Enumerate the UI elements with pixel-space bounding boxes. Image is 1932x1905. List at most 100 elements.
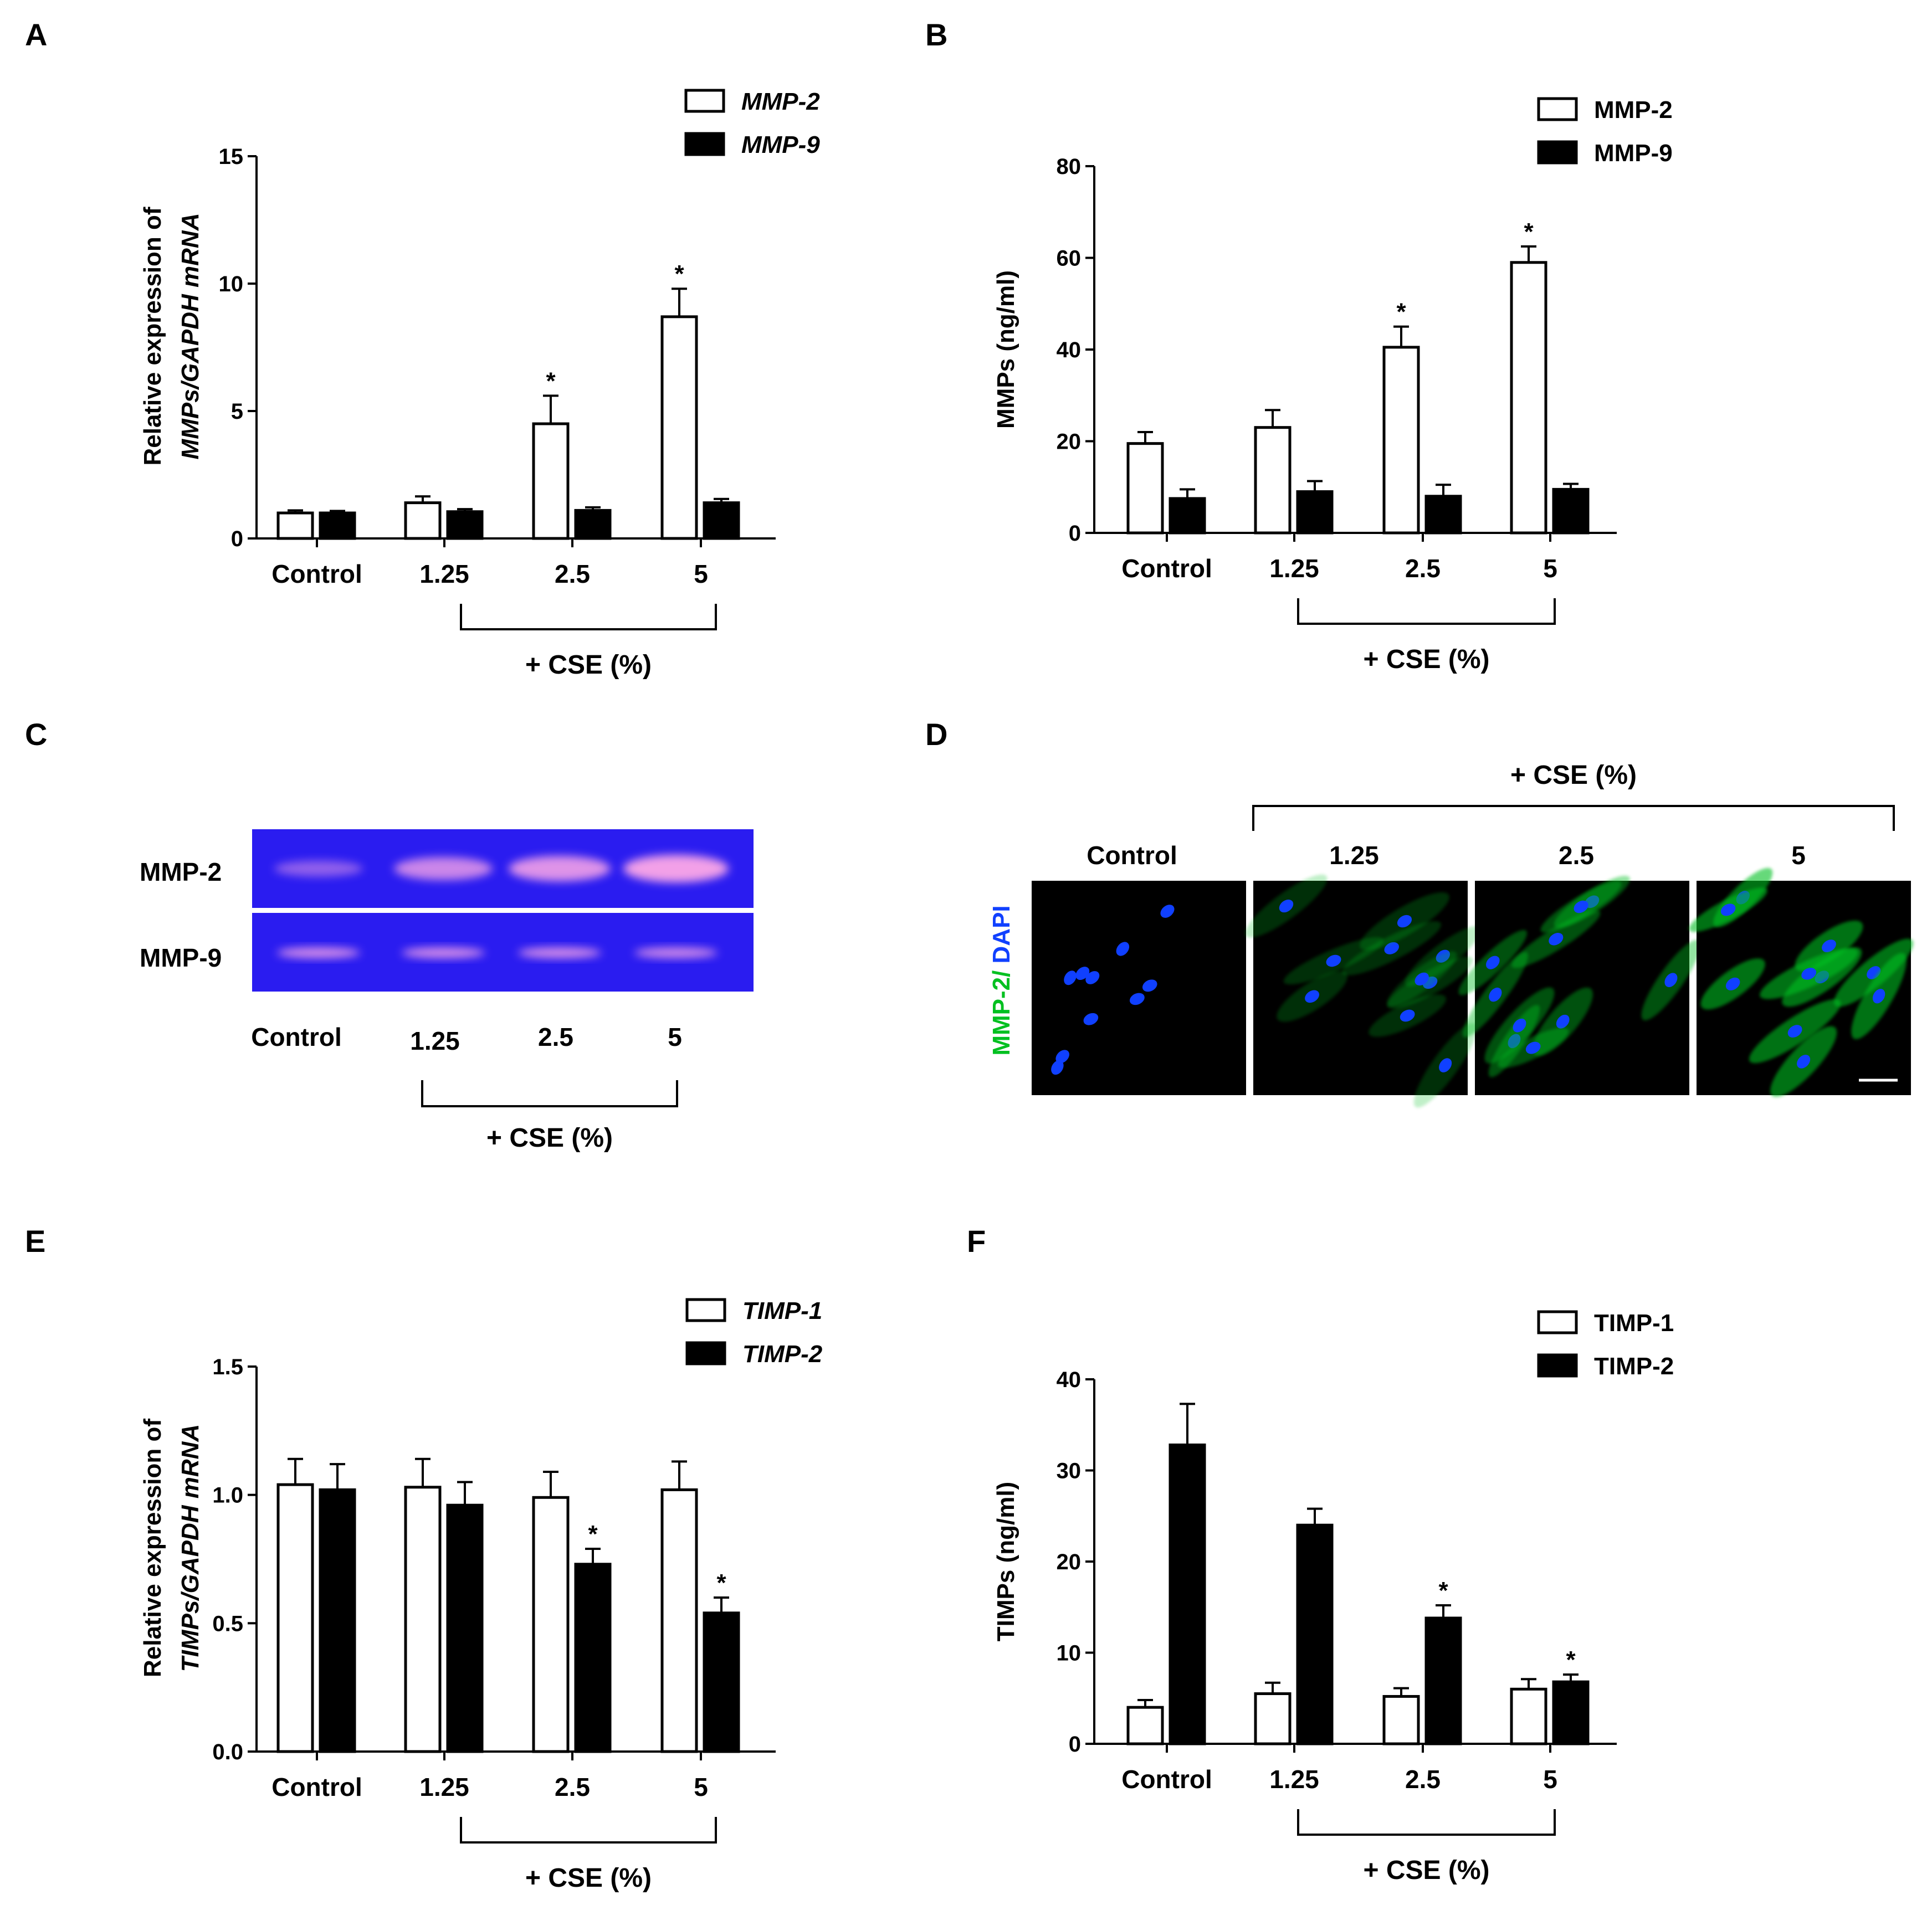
dapi-nucleus [1787, 1025, 1802, 1038]
chart-b-ytick-label: 40 [1057, 338, 1082, 362]
chart-f-significance-star: * [1566, 1646, 1576, 1673]
chart-f-bar-open [1126, 1706, 1164, 1745]
gel-group-label: + CSE (%) [486, 1123, 613, 1153]
chart-a-ylabel-line2: MMPs/GAPDH mRNA [177, 213, 204, 460]
chart-f-group-label: + CSE (%) [1363, 1856, 1489, 1885]
chart-f-ytick-label: 10 [1057, 1641, 1082, 1666]
dapi-nucleus [1415, 972, 1429, 986]
micro-group-bracket [1252, 805, 1895, 831]
micrograph-background [1032, 881, 1246, 1095]
chart-a-group-label: + CSE (%) [525, 650, 652, 680]
chart-f-legend-swatch [1537, 1310, 1578, 1334]
chart-f-ytick-label: 30 [1057, 1459, 1082, 1483]
chart-a-bar-open [404, 501, 442, 540]
chart-f-legend-swatch [1537, 1353, 1578, 1378]
micro-col-label-5: 5 [1791, 841, 1806, 870]
dapi-nucleus [1075, 967, 1090, 980]
panel-letter-d: D [925, 717, 947, 752]
chart-a-ylabel-line1: Relative expression of [139, 207, 166, 465]
micro-group-label: + CSE (%) [1510, 761, 1637, 790]
chart-b-bar-filled [1424, 495, 1462, 535]
chart-a-category-label: 5 [694, 559, 708, 588]
chart-f-ytick-label: 40 [1057, 1368, 1082, 1392]
chart-a-ytick-label: 15 [219, 145, 244, 169]
stain-label-dapi: DAPI [988, 905, 1015, 970]
chart-e-bar-open [532, 1496, 570, 1753]
chart-b-legend-swatch [1537, 97, 1578, 121]
chart-e-timp-mrna: 0.0 0.5 1.0 1.5 Control 1.25 2.5 5 * * TIMP-1 TIMP-… [139, 1297, 823, 1893]
gel-bands [274, 855, 729, 958]
chart-e-bar-filled [446, 1503, 484, 1753]
chart-b-legend-label: MMP-9 [1594, 140, 1673, 167]
dapi-nucleus [1085, 971, 1100, 984]
gel-band-mmp2 [623, 855, 729, 882]
chart-f-ylabel: TIMPs (ng/ml) [992, 1482, 1019, 1641]
chart-b-bar-filled [1296, 490, 1334, 535]
chart-e-ytick-label: 0.0 [212, 1740, 243, 1764]
panel-letter-b: B [925, 17, 947, 52]
micrograph-1-25 [1245, 874, 1481, 1108]
chart-f-group-bracket [1297, 1809, 1556, 1836]
chart-a-bar-filled [446, 510, 484, 540]
chart-e-legend-label: TIMP-1 [742, 1297, 822, 1324]
chart-f-bar-open [1254, 1692, 1292, 1745]
dapi-nucleus [1725, 977, 1740, 990]
gel-row-label-mmp2: MMP-2 [140, 857, 222, 886]
chart-b-ytick-label: 0 [1069, 521, 1081, 546]
panel-letter-f: F [967, 1224, 986, 1259]
chart-e-legend-swatch [685, 1341, 726, 1365]
dapi-nucleus [1160, 905, 1175, 918]
chart-b-category-label: 1.25 [1269, 554, 1319, 583]
chart-e-category-label: Control [271, 1773, 362, 1801]
chart-b-category-label: 5 [1543, 554, 1557, 583]
chart-b-bar-filled [1552, 487, 1590, 535]
chart-a-ytick-label: 5 [231, 399, 243, 424]
chart-f-bar-open [1510, 1687, 1547, 1745]
chart-b-mmp-protein: 0 20 40 60 80 Control 1.25 2.5 5 * * MMP-2 MMP-9 MMPs… [992, 96, 1673, 674]
chart-a-legend-label: MMP-9 [741, 131, 820, 158]
gel-band-mmp9 [277, 947, 360, 958]
dapi-nucleus [1055, 1050, 1069, 1064]
chart-e-group-label: + CSE (%) [525, 1863, 652, 1893]
dapi-nucleus [1486, 956, 1500, 969]
chart-b-category-label: 2.5 [1405, 554, 1441, 583]
chart-b-ytick-label: 80 [1057, 155, 1082, 179]
chart-e-ylabel-line1: Relative expression of [139, 1419, 166, 1677]
chart-a-bar-open [660, 315, 698, 540]
chart-e-legend-swatch [685, 1298, 726, 1322]
dapi-nucleus [1305, 990, 1319, 1003]
dapi-nucleus [1129, 993, 1145, 1005]
chart-a-ytick-label: 10 [219, 272, 244, 296]
chart-a-bar-open [276, 511, 314, 540]
gel-band-mmp2 [394, 857, 493, 880]
panel-letter-a: A [25, 17, 47, 52]
chart-e-significance-star: * [716, 1569, 726, 1596]
dapi-nucleus [1064, 971, 1077, 985]
chart-b-ylabel: MMPs (ng/ml) [992, 270, 1019, 429]
dapi-nucleus [1822, 939, 1836, 953]
chart-e-group-bracket [460, 1817, 717, 1844]
chart-b-ytick-label: 60 [1057, 247, 1082, 271]
dapi-nucleus [1384, 942, 1399, 954]
chart-f-legend-label: TIMP-2 [1594, 1353, 1674, 1380]
dapi-nucleus [1051, 1060, 1064, 1075]
chart-e-ytick-label: 1.5 [212, 1355, 243, 1379]
chart-e-category-label: 1.25 [419, 1773, 469, 1801]
chart-e-bar-open [660, 1488, 698, 1753]
micrograph-images [1032, 867, 1914, 1108]
chart-f-category-label: 2.5 [1405, 1765, 1441, 1794]
chart-f-bar-filled [1552, 1680, 1590, 1745]
dapi-nucleus [1720, 903, 1736, 916]
chart-e-ytick-label: 1.0 [212, 1483, 243, 1508]
gel-band-mmp2 [509, 856, 611, 881]
gel-band-mmp2 [274, 860, 363, 877]
micrograph-control [1032, 881, 1246, 1095]
immunofluorescence-panel: + CSE (%) Control 1.25 2.5 5 MMP-2/ DAPI [988, 761, 1914, 1108]
chart-e-bar-filled [574, 1563, 612, 1753]
chart-a-bar-open [532, 422, 570, 540]
micro-col-label-control: Control [1087, 841, 1177, 870]
chart-a-category-label: 2.5 [555, 559, 590, 588]
dapi-nucleus [1513, 1018, 1526, 1033]
chart-a-bar-filled [574, 509, 612, 540]
